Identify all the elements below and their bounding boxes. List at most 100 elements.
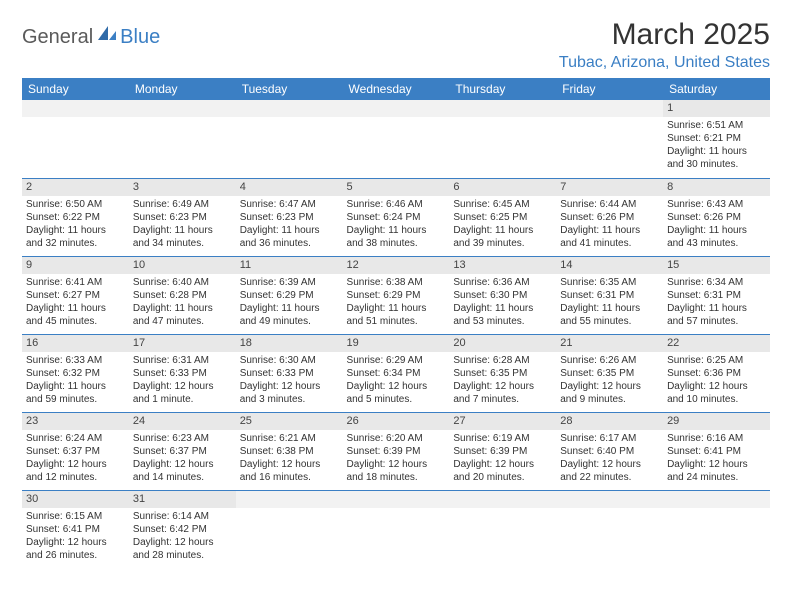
sunset-text: Sunset: 6:26 PM <box>560 211 659 224</box>
day-details: Sunrise: 6:26 AMSunset: 6:35 PMDaylight:… <box>556 352 663 410</box>
day-number: 7 <box>556 179 663 196</box>
day-number: 22 <box>663 335 770 352</box>
sunset-text: Sunset: 6:39 PM <box>453 445 552 458</box>
day-details: Sunrise: 6:40 AMSunset: 6:28 PMDaylight:… <box>129 274 236 332</box>
day-details: Sunrise: 6:28 AMSunset: 6:35 PMDaylight:… <box>449 352 556 410</box>
calendar-cell: 24Sunrise: 6:23 AMSunset: 6:37 PMDayligh… <box>129 412 236 490</box>
sunrise-text: Sunrise: 6:31 AM <box>133 354 232 367</box>
sunrise-text: Sunrise: 6:29 AM <box>347 354 446 367</box>
sunrise-text: Sunrise: 6:45 AM <box>453 198 552 211</box>
day-number: 28 <box>556 413 663 430</box>
daylight-text: Daylight: 11 hours and 47 minutes. <box>133 302 232 328</box>
daylight-text: Daylight: 12 hours and 16 minutes. <box>240 458 339 484</box>
day-number: 31 <box>129 491 236 508</box>
daylight-text: Daylight: 11 hours and 41 minutes. <box>560 224 659 250</box>
day-number: 13 <box>449 257 556 274</box>
sunset-text: Sunset: 6:30 PM <box>453 289 552 302</box>
sunrise-text: Sunrise: 6:17 AM <box>560 432 659 445</box>
calendar-row: 16Sunrise: 6:33 AMSunset: 6:32 PMDayligh… <box>22 334 770 412</box>
calendar-cell: 31Sunrise: 6:14 AMSunset: 6:42 PMDayligh… <box>129 490 236 568</box>
day-details: Sunrise: 6:49 AMSunset: 6:23 PMDaylight:… <box>129 196 236 254</box>
calendar-body: ......1Sunrise: 6:51 AMSunset: 6:21 PMDa… <box>22 100 770 568</box>
calendar-cell: 23Sunrise: 6:24 AMSunset: 6:37 PMDayligh… <box>22 412 129 490</box>
calendar-cell: . <box>556 490 663 568</box>
day-details: Sunrise: 6:36 AMSunset: 6:30 PMDaylight:… <box>449 274 556 332</box>
sunrise-text: Sunrise: 6:23 AM <box>133 432 232 445</box>
day-number: 20 <box>449 335 556 352</box>
sunrise-text: Sunrise: 6:16 AM <box>667 432 766 445</box>
sunset-text: Sunset: 6:23 PM <box>133 211 232 224</box>
day-number: . <box>236 100 343 117</box>
daylight-text: Daylight: 12 hours and 14 minutes. <box>133 458 232 484</box>
logo-text-blue: Blue <box>120 26 160 49</box>
day-number: . <box>556 491 663 508</box>
daylight-text: Daylight: 12 hours and 9 minutes. <box>560 380 659 406</box>
day-details: Sunrise: 6:25 AMSunset: 6:36 PMDaylight:… <box>663 352 770 410</box>
day-number: 19 <box>343 335 450 352</box>
day-number: 15 <box>663 257 770 274</box>
day-number: . <box>556 100 663 117</box>
sunset-text: Sunset: 6:25 PM <box>453 211 552 224</box>
calendar-page: General Blue March 2025 Tubac, Arizona, … <box>0 0 792 586</box>
day-details: Sunrise: 6:30 AMSunset: 6:33 PMDaylight:… <box>236 352 343 410</box>
day-number: 4 <box>236 179 343 196</box>
title-block: March 2025 Tubac, Arizona, United States <box>559 18 770 72</box>
calendar-cell: 16Sunrise: 6:33 AMSunset: 6:32 PMDayligh… <box>22 334 129 412</box>
sunrise-text: Sunrise: 6:36 AM <box>453 276 552 289</box>
sunset-text: Sunset: 6:32 PM <box>26 367 125 380</box>
calendar-cell: 19Sunrise: 6:29 AMSunset: 6:34 PMDayligh… <box>343 334 450 412</box>
calendar-cell: . <box>556 100 663 178</box>
sunrise-text: Sunrise: 6:51 AM <box>667 119 766 132</box>
calendar-row: 23Sunrise: 6:24 AMSunset: 6:37 PMDayligh… <box>22 412 770 490</box>
calendar-cell: 17Sunrise: 6:31 AMSunset: 6:33 PMDayligh… <box>129 334 236 412</box>
sunrise-text: Sunrise: 6:46 AM <box>347 198 446 211</box>
calendar-cell: . <box>343 100 450 178</box>
sunrise-text: Sunrise: 6:35 AM <box>560 276 659 289</box>
calendar-cell: 20Sunrise: 6:28 AMSunset: 6:35 PMDayligh… <box>449 334 556 412</box>
sunrise-text: Sunrise: 6:39 AM <box>240 276 339 289</box>
sunset-text: Sunset: 6:33 PM <box>240 367 339 380</box>
calendar-row: 30Sunrise: 6:15 AMSunset: 6:41 PMDayligh… <box>22 490 770 568</box>
day-number: 6 <box>449 179 556 196</box>
day-number: . <box>449 491 556 508</box>
sunrise-text: Sunrise: 6:40 AM <box>133 276 232 289</box>
day-details: Sunrise: 6:50 AMSunset: 6:22 PMDaylight:… <box>22 196 129 254</box>
sunset-text: Sunset: 6:22 PM <box>26 211 125 224</box>
daylight-text: Daylight: 11 hours and 43 minutes. <box>667 224 766 250</box>
calendar-cell: 8Sunrise: 6:43 AMSunset: 6:26 PMDaylight… <box>663 178 770 256</box>
day-details: Sunrise: 6:46 AMSunset: 6:24 PMDaylight:… <box>343 196 450 254</box>
calendar-cell: . <box>236 100 343 178</box>
day-details: Sunrise: 6:44 AMSunset: 6:26 PMDaylight:… <box>556 196 663 254</box>
calendar-cell: 29Sunrise: 6:16 AMSunset: 6:41 PMDayligh… <box>663 412 770 490</box>
day-details: Sunrise: 6:34 AMSunset: 6:31 PMDaylight:… <box>663 274 770 332</box>
sunset-text: Sunset: 6:42 PM <box>133 523 232 536</box>
sunset-text: Sunset: 6:37 PM <box>133 445 232 458</box>
sunset-text: Sunset: 6:37 PM <box>26 445 125 458</box>
daylight-text: Daylight: 12 hours and 12 minutes. <box>26 458 125 484</box>
sunset-text: Sunset: 6:41 PM <box>667 445 766 458</box>
day-details: Sunrise: 6:33 AMSunset: 6:32 PMDaylight:… <box>22 352 129 410</box>
day-number: 27 <box>449 413 556 430</box>
daylight-text: Daylight: 12 hours and 26 minutes. <box>26 536 125 562</box>
daylight-text: Daylight: 12 hours and 10 minutes. <box>667 380 766 406</box>
sunset-text: Sunset: 6:35 PM <box>560 367 659 380</box>
sunrise-text: Sunrise: 6:26 AM <box>560 354 659 367</box>
sunset-text: Sunset: 6:33 PM <box>133 367 232 380</box>
daylight-text: Daylight: 12 hours and 28 minutes. <box>133 536 232 562</box>
calendar-cell: . <box>449 100 556 178</box>
day-details: Sunrise: 6:15 AMSunset: 6:41 PMDaylight:… <box>22 508 129 566</box>
calendar-row: 9Sunrise: 6:41 AMSunset: 6:27 PMDaylight… <box>22 256 770 334</box>
logo: General Blue <box>22 24 160 50</box>
sunset-text: Sunset: 6:23 PM <box>240 211 339 224</box>
day-number: . <box>129 100 236 117</box>
day-number: 18 <box>236 335 343 352</box>
header: General Blue March 2025 Tubac, Arizona, … <box>22 18 770 72</box>
calendar-cell: 6Sunrise: 6:45 AMSunset: 6:25 PMDaylight… <box>449 178 556 256</box>
sunrise-text: Sunrise: 6:38 AM <box>347 276 446 289</box>
calendar-cell: . <box>129 100 236 178</box>
sunrise-text: Sunrise: 6:43 AM <box>667 198 766 211</box>
day-details: Sunrise: 6:31 AMSunset: 6:33 PMDaylight:… <box>129 352 236 410</box>
calendar-cell: 15Sunrise: 6:34 AMSunset: 6:31 PMDayligh… <box>663 256 770 334</box>
sunset-text: Sunset: 6:39 PM <box>347 445 446 458</box>
calendar-cell: 2Sunrise: 6:50 AMSunset: 6:22 PMDaylight… <box>22 178 129 256</box>
